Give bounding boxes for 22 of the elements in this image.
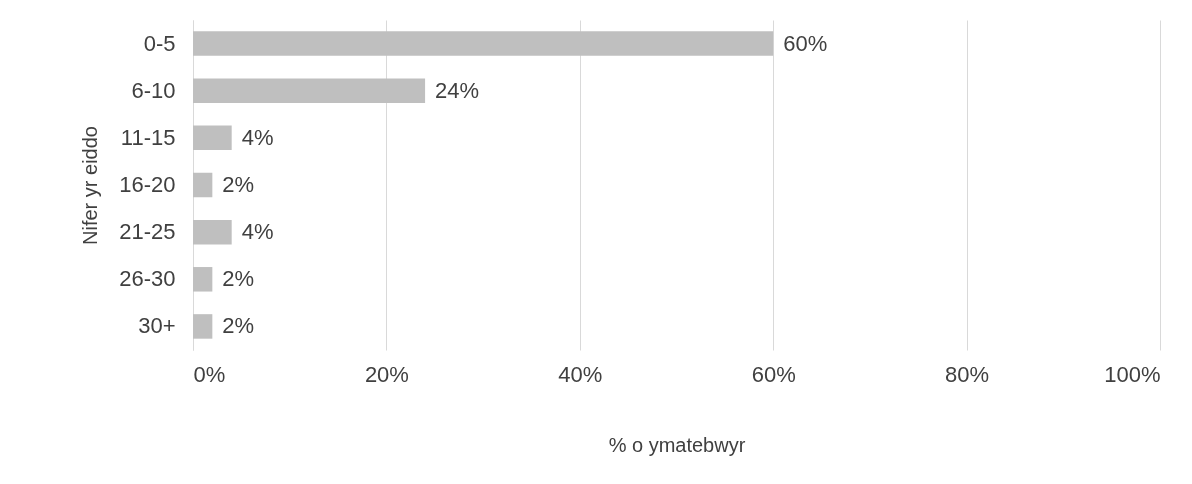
data-label: 4% (241, 124, 274, 150)
y-axis-title: Nifer yr eiddo (79, 126, 102, 245)
y-tick-label: 30+ (138, 313, 176, 339)
x-tick-label: 20% (364, 361, 409, 387)
y-tick-label: 21-25 (119, 219, 176, 245)
data-label: 60% (783, 30, 828, 56)
y-tick-label: 26-30 (119, 266, 176, 292)
y-tick-label: 6-10 (131, 77, 176, 103)
data-label: 2% (222, 313, 255, 339)
x-tick-label: 60% (751, 361, 796, 387)
x-tick-label: 40% (558, 361, 603, 387)
x-tick-label: 80% (945, 361, 990, 387)
x-tick-label: 0% (193, 361, 226, 387)
y-tick-label: 16-20 (119, 172, 176, 197)
x-tick-label: 100% (1104, 361, 1161, 387)
data-label: 2% (222, 172, 255, 197)
data-label: 4% (241, 219, 274, 245)
data-label: 2% (222, 266, 255, 292)
y-tick-label: 0-5 (143, 30, 176, 56)
data-label: 24% (435, 77, 480, 103)
x-axis-title: % o ymatebwyr (608, 433, 746, 456)
y-tick-label: 11-15 (120, 124, 176, 150)
